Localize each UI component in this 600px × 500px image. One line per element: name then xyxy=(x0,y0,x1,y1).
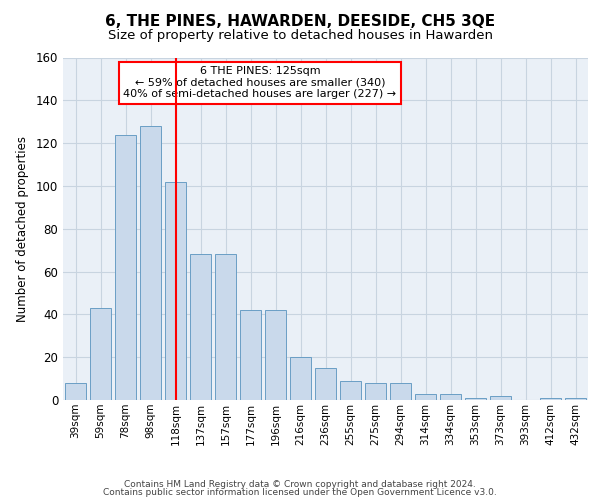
Bar xyxy=(140,126,161,400)
Bar xyxy=(315,368,336,400)
Text: 6, THE PINES, HAWARDEN, DEESIDE, CH5 3QE: 6, THE PINES, HAWARDEN, DEESIDE, CH5 3QE xyxy=(105,14,495,29)
Y-axis label: Number of detached properties: Number of detached properties xyxy=(16,136,29,322)
Bar xyxy=(565,398,586,400)
Bar xyxy=(190,254,211,400)
Bar xyxy=(465,398,486,400)
Bar xyxy=(340,380,361,400)
Bar xyxy=(440,394,461,400)
Bar xyxy=(90,308,111,400)
Bar xyxy=(365,383,386,400)
Text: Contains public sector information licensed under the Open Government Licence v3: Contains public sector information licen… xyxy=(103,488,497,497)
Bar xyxy=(415,394,436,400)
Bar xyxy=(390,383,411,400)
Bar xyxy=(290,357,311,400)
Text: Contains HM Land Registry data © Crown copyright and database right 2024.: Contains HM Land Registry data © Crown c… xyxy=(124,480,476,489)
Bar xyxy=(540,398,561,400)
Bar xyxy=(265,310,286,400)
Bar xyxy=(240,310,261,400)
Bar xyxy=(215,254,236,400)
Bar xyxy=(490,396,511,400)
Bar xyxy=(65,383,86,400)
Text: 6 THE PINES: 125sqm
← 59% of detached houses are smaller (340)
40% of semi-detac: 6 THE PINES: 125sqm ← 59% of detached ho… xyxy=(124,66,397,100)
Bar xyxy=(165,182,186,400)
Bar xyxy=(115,134,136,400)
Text: Size of property relative to detached houses in Hawarden: Size of property relative to detached ho… xyxy=(107,29,493,42)
